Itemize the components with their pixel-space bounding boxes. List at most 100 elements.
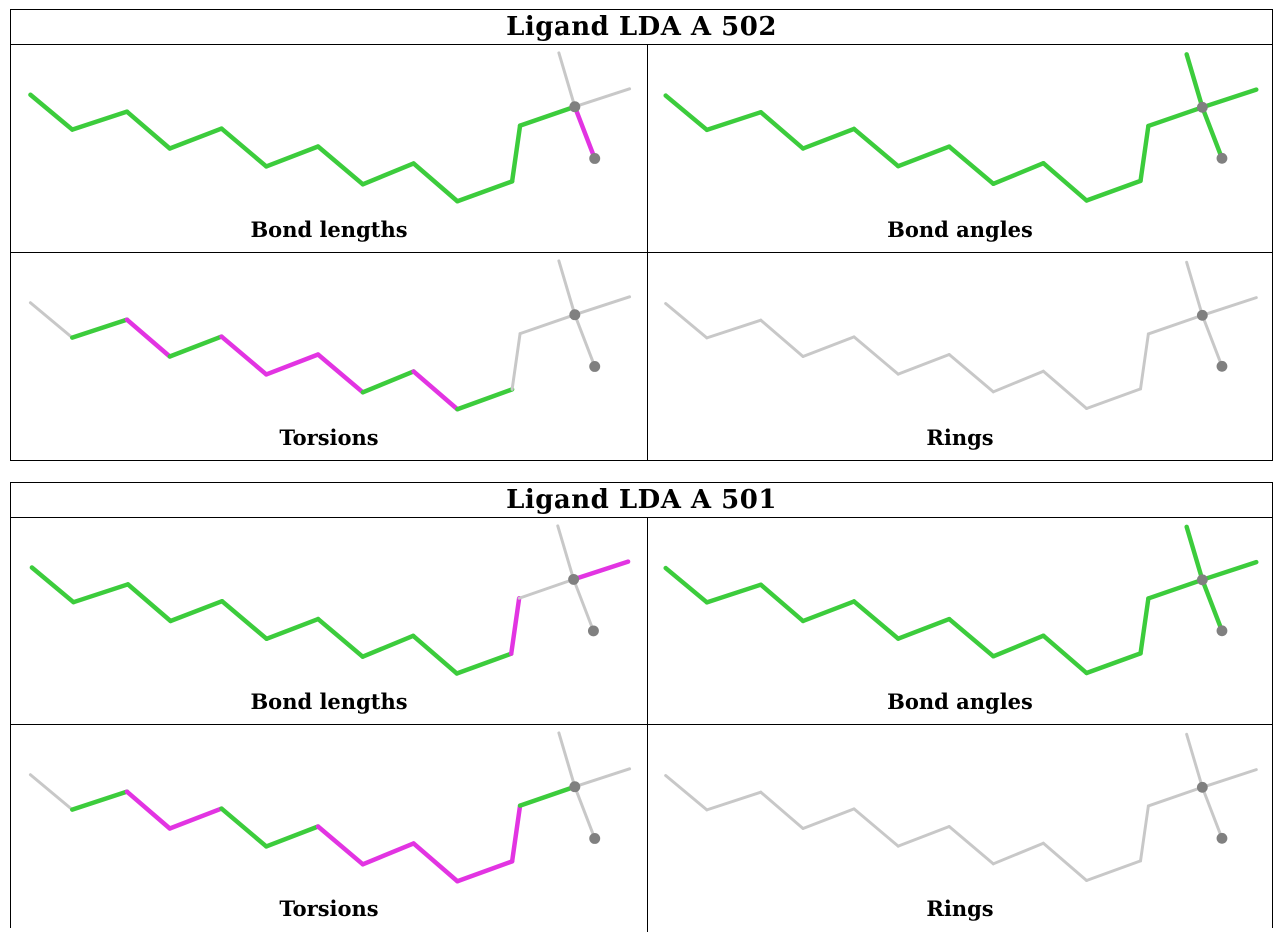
bond-neutral	[573, 87, 632, 109]
bond-neutral	[705, 790, 763, 812]
bond-ok	[360, 161, 416, 187]
bond-neutral	[947, 353, 995, 394]
molecule-diagram	[663, 524, 1259, 676]
bond-neutral	[801, 335, 856, 358]
bond-outlier	[264, 352, 321, 377]
bond-neutral	[517, 577, 576, 600]
panel-label: Rings	[926, 896, 994, 921]
bond-ok	[1084, 178, 1143, 203]
bond-ok	[758, 109, 806, 151]
ligand-title: Ligand LDA A 501	[11, 483, 1272, 518]
bond-ok	[219, 806, 269, 849]
bond-ok	[947, 616, 996, 659]
panel-bond-lengths: Bond lengths	[11, 45, 648, 253]
bond-neutral	[1146, 785, 1204, 808]
bond-ok	[991, 161, 1046, 187]
bond-outlier	[509, 595, 522, 656]
atom-sphere	[569, 309, 581, 321]
bond-neutral	[28, 301, 74, 340]
bond-neutral	[947, 825, 995, 866]
bond-neutral	[896, 353, 951, 376]
bond-outlier	[411, 841, 460, 884]
bond-ok	[70, 317, 130, 340]
bond-ok	[29, 565, 76, 605]
bond-neutral	[573, 767, 632, 789]
bond-ok	[1146, 577, 1205, 601]
bond-ok	[454, 651, 514, 676]
bond-ok	[947, 144, 996, 187]
bond-neutral	[801, 807, 856, 830]
panel-label: Bond angles	[887, 689, 1033, 714]
bond-ok	[360, 633, 416, 659]
panel-bond-angles: Bond angles	[648, 518, 1272, 725]
atom-sphere	[1196, 101, 1208, 113]
bond-neutral	[852, 335, 900, 376]
bond-neutral	[1139, 332, 1150, 391]
molecule-diagram	[664, 732, 1258, 882]
atom-sphere	[569, 781, 581, 793]
bond-neutral	[556, 524, 576, 581]
ligand-table: Ligand LDA A 501 Bond lengths Bond angle…	[10, 482, 1273, 932]
bond-ok	[758, 582, 806, 624]
bond-ok	[1200, 577, 1225, 634]
molecule-diagram	[663, 52, 1259, 203]
bond-neutral	[991, 369, 1045, 394]
bond-neutral	[573, 313, 597, 368]
atom-sphere	[589, 152, 601, 164]
panel-rings: Rings	[648, 725, 1272, 932]
bond-neutral	[557, 259, 577, 317]
bond-neutral	[1200, 313, 1224, 368]
bond-ok	[264, 616, 321, 642]
panel-label: Bond lengths	[250, 217, 408, 242]
bond-ok	[800, 599, 857, 624]
bond-outlier	[360, 841, 416, 867]
bond-ok	[264, 144, 321, 169]
atom-sphere	[587, 625, 599, 637]
bond-neutral	[1085, 387, 1142, 410]
bond-ok	[704, 582, 764, 605]
bond-neutral	[991, 841, 1045, 866]
bond-neutral	[1200, 785, 1224, 840]
bond-neutral	[1146, 313, 1204, 336]
bond-ok	[1041, 161, 1089, 203]
atom-sphere	[1196, 781, 1208, 793]
bond-ok	[851, 126, 901, 169]
bond-ok	[851, 599, 901, 641]
atom-sphere	[1216, 625, 1228, 637]
panel-label: Torsions	[279, 896, 379, 921]
bond-ok	[315, 616, 365, 659]
bond-ok	[167, 334, 224, 359]
bond-outlier	[124, 789, 173, 831]
atom-sphere	[568, 573, 580, 585]
molecule-diagram	[28, 51, 632, 204]
bond-ok	[1146, 105, 1205, 129]
bond-neutral	[28, 773, 74, 812]
bond-ok	[70, 789, 130, 812]
bond-ok	[264, 824, 321, 849]
bond-outlier	[571, 559, 631, 582]
panel-bond-lengths: Bond lengths	[11, 518, 648, 725]
bond-ok	[124, 109, 173, 151]
bond-ok	[1200, 105, 1225, 161]
panel-torsions: Torsions	[11, 725, 648, 932]
panel-rings: Rings	[648, 253, 1272, 460]
panel-label: Bond lengths	[250, 689, 408, 714]
bond-ok	[411, 161, 460, 204]
bond-neutral	[1139, 804, 1150, 863]
bond-ok	[219, 126, 269, 169]
bond-neutral	[518, 313, 577, 336]
bond-neutral	[759, 790, 805, 830]
bond-ok	[455, 387, 515, 412]
atom-sphere	[589, 832, 601, 844]
molecule-diagram	[28, 259, 632, 412]
bond-ok	[70, 109, 130, 132]
bond-ok	[1138, 596, 1151, 656]
bond-neutral	[1200, 768, 1258, 789]
panel-label: Torsions	[279, 425, 379, 450]
bond-outlier	[315, 824, 366, 867]
bond-ok	[1084, 651, 1143, 676]
bond-neutral	[1041, 841, 1089, 882]
bond-neutral	[1185, 260, 1204, 317]
bond-neutral	[510, 332, 522, 391]
atom-sphere	[569, 101, 581, 113]
